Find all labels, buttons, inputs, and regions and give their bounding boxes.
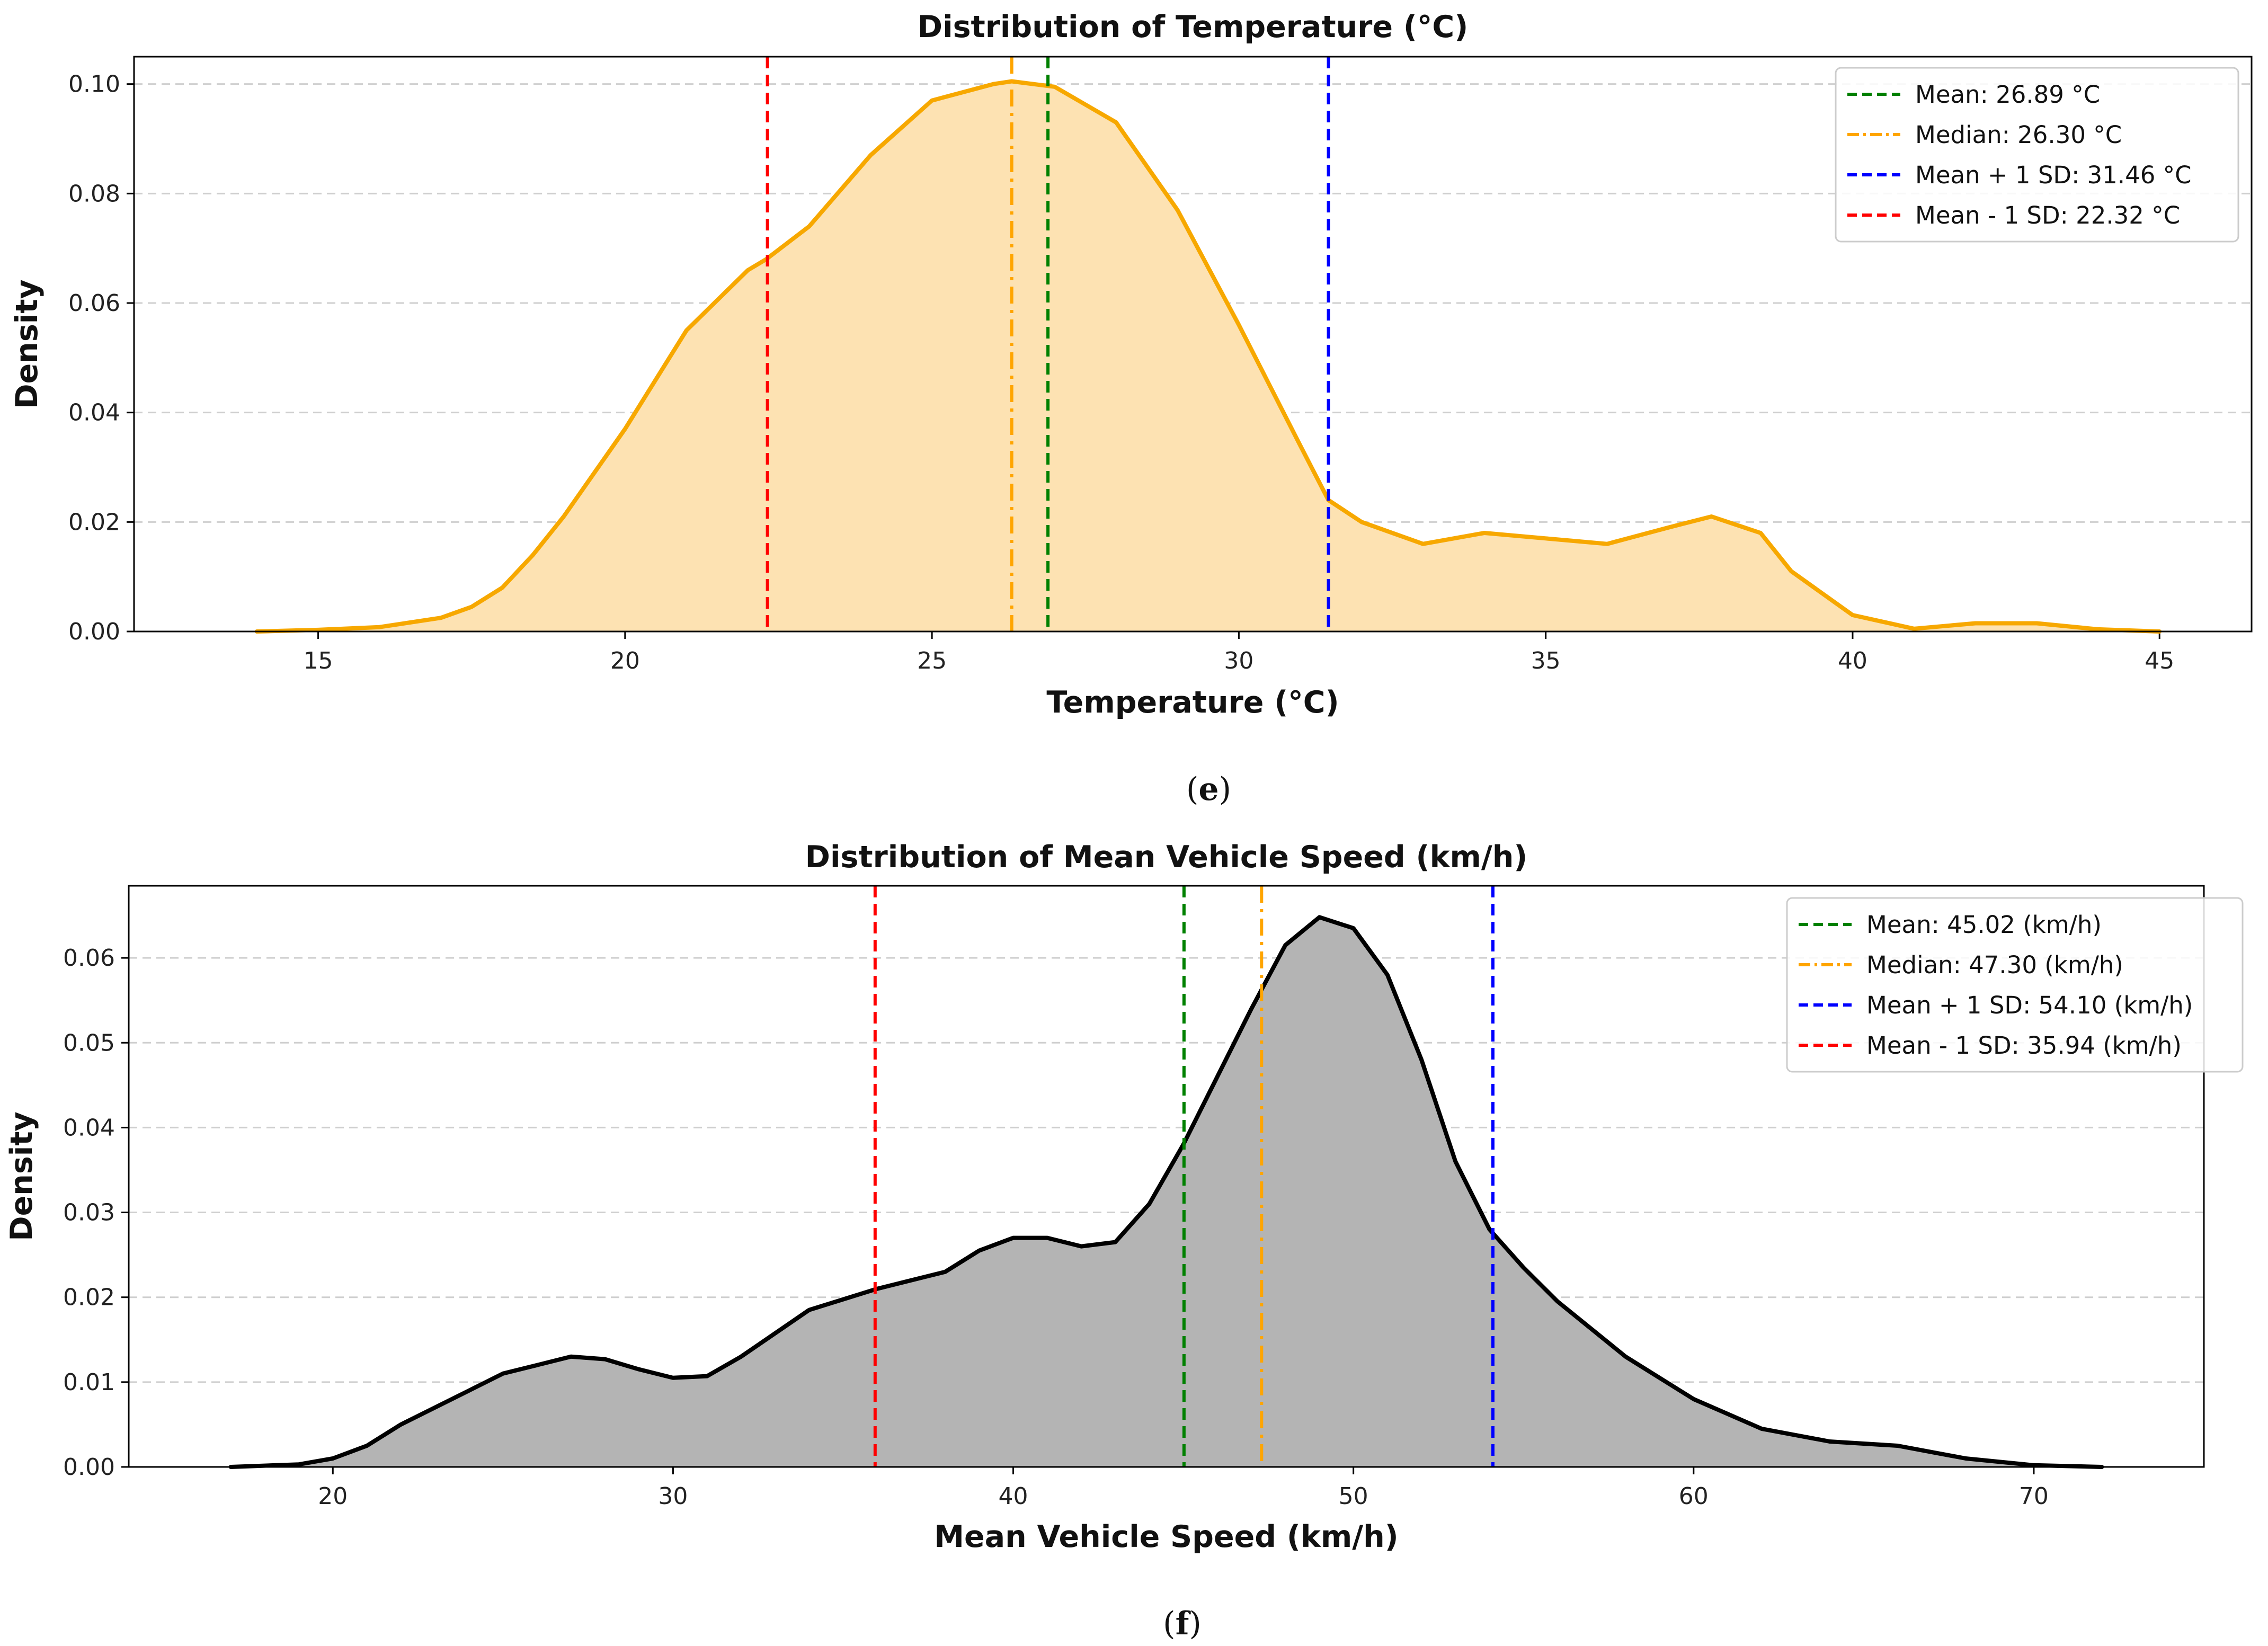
legend-label: Median: 26.30 °C (1915, 121, 2122, 149)
caption-close-paren: ) (1219, 771, 1231, 808)
y-tick-label: 0.06 (68, 290, 120, 317)
y-tick-label: 0.02 (63, 1284, 115, 1311)
y-tick-label: 0.06 (63, 945, 115, 972)
legend-label: Mean + 1 SD: 54.10 (km/h) (1866, 991, 2193, 1019)
plot-frame (128, 885, 2205, 1468)
y-tick-label: 0.02 (68, 509, 120, 536)
x-tick-label: 70 (2019, 1483, 2049, 1510)
legend-label: Median: 47.30 (km/h) (1866, 951, 2123, 979)
y-axis-label: Density (10, 279, 45, 408)
legend: Mean: 45.02 (km/h) Median: 47.30 (km/h) Me… (1786, 897, 2244, 1073)
x-tick-label: 20 (610, 647, 640, 674)
legend-box (1786, 897, 2244, 1073)
y-tick-label: 0.03 (63, 1199, 115, 1226)
x-tick-label: 35 (1531, 647, 1561, 674)
x-tick-label: 50 (1339, 1483, 1368, 1510)
plot-frame (133, 56, 2253, 633)
caption-open-paren: ( (1186, 771, 1198, 808)
legend-box (1835, 67, 2239, 243)
density-curve (254, 79, 2162, 634)
figure-caption: (f) (1163, 1605, 1202, 1642)
density-curve (228, 915, 2104, 1469)
y-tick-label: 0.00 (68, 618, 120, 645)
density-area (256, 81, 2160, 631)
y-tick-label: 0.01 (63, 1369, 115, 1396)
legend-label: Mean - 1 SD: 35.94 (km/h) (1866, 1031, 2182, 1060)
legend-label: Mean + 1 SD: 31.46 °C (1915, 161, 2192, 189)
x-tick-label: 30 (658, 1483, 688, 1510)
density-area (230, 917, 2102, 1467)
x-axis-label: Mean Vehicle Speed (km/h) (934, 1519, 1399, 1554)
chart-panel-f: Distribution of Mean Vehicle Speed (km/h… (4, 840, 2244, 1642)
x-tick-label: 40 (999, 1483, 1028, 1510)
chart-title: Distribution of Mean Vehicle Speed (km/h… (805, 840, 1528, 875)
y-tick-label: 0.08 (68, 180, 120, 207)
x-tick-label: 15 (304, 647, 333, 674)
x-axis-label: Temperature (°C) (1046, 685, 1339, 720)
y-tick-label: 0.04 (68, 399, 120, 426)
y-axis-label: Density (4, 1111, 39, 1241)
legend-label: Mean: 45.02 (km/h) (1866, 911, 2102, 939)
x-tick-label: 40 (1838, 647, 1867, 674)
x-tick-label: 25 (917, 647, 947, 674)
x-tick-label: 60 (1679, 1483, 1709, 1510)
y-tick-label: 0.10 (68, 71, 120, 98)
caption-letter: f (1176, 1605, 1191, 1642)
caption-close-paren: ) (1189, 1605, 1201, 1642)
y-tick-label: 0.00 (63, 1454, 115, 1481)
x-tick-label: 45 (2145, 647, 2174, 674)
chart-title: Distribution of Temperature (°C) (918, 10, 1469, 45)
y-tick-label: 0.05 (63, 1029, 115, 1056)
caption-open-paren: ( (1163, 1605, 1175, 1642)
legend-label: Mean - 1 SD: 22.32 °C (1915, 201, 2180, 229)
caption-letter: e (1198, 771, 1219, 808)
legend-label: Mean: 26.89 °C (1915, 81, 2100, 109)
legend: Mean: 26.89 °C Median: 26.30 °C Mean + 1 S… (1835, 67, 2239, 243)
chart-panel-e: Distribution of Temperature (°C) 0.00 0.02… (10, 10, 2253, 808)
y-tick-label: 0.04 (63, 1114, 115, 1141)
x-tick-label: 30 (1224, 647, 1253, 674)
figure-caption: (e) (1186, 771, 1231, 808)
x-tick-label: 20 (318, 1483, 348, 1510)
